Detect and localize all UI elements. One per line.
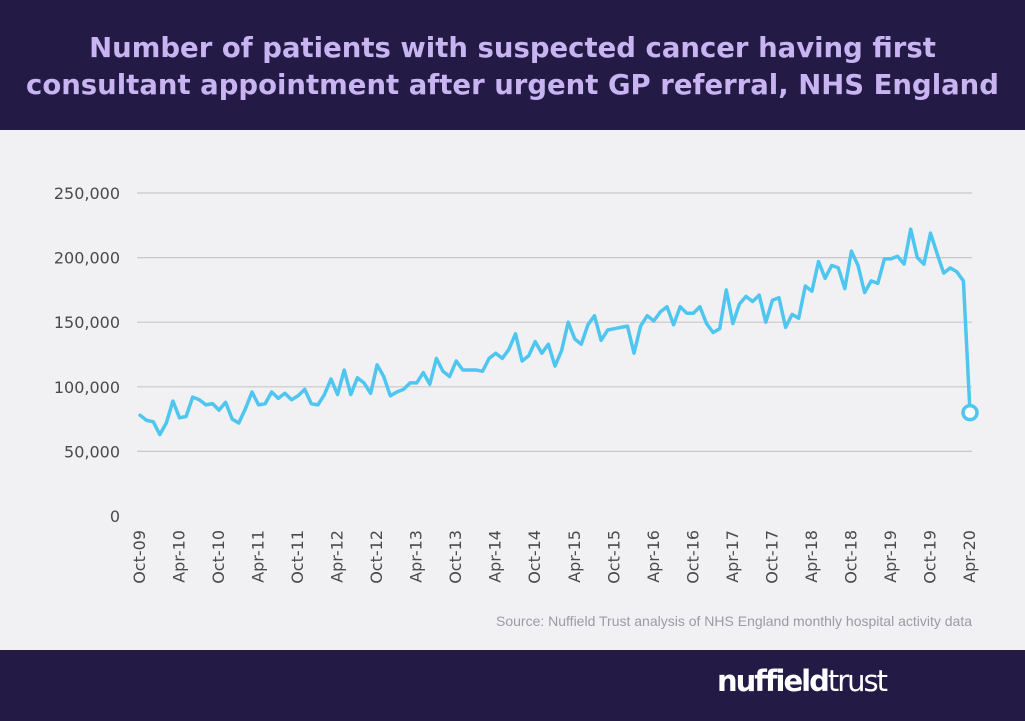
last-point-marker: [961, 403, 979, 422]
x-tick-label: Oct-16: [683, 530, 702, 584]
y-tick-label: 200,000: [54, 249, 120, 268]
y-tick-label: 250,000: [54, 184, 120, 203]
x-tick-label: Oct-11: [288, 530, 307, 584]
header-banner: Number of patients with suspected cancer…: [0, 0, 1025, 130]
x-tick-label: Apr-12: [328, 530, 347, 583]
x-tick-label: Oct-09: [130, 530, 149, 584]
x-tick-label: Oct-19: [920, 530, 939, 584]
nuffield-trust-logo: nuffieldtrust: [717, 664, 888, 698]
x-tick-label: Apr-15: [565, 530, 584, 583]
y-tick-label: 100,000: [54, 378, 120, 397]
y-tick-label: 50,000: [64, 442, 120, 461]
y-tick-label: 150,000: [54, 313, 120, 332]
footer-banner: nuffieldtrust: [0, 650, 1025, 721]
series-line: [138, 227, 972, 437]
line-chart: 0 50,000 100,000 150,000 200,000 250,000 Oct-…: [54, 184, 979, 629]
source-note: Source: Nuffield Trust analysis of NHS E…: [496, 613, 972, 629]
x-tick-label: Apr-16: [644, 530, 663, 583]
x-tick-label: Apr-20: [960, 530, 979, 583]
x-tick-label: Apr-19: [881, 530, 900, 583]
x-tick-label: Oct-13: [446, 530, 465, 584]
x-tick-label: Oct-10: [209, 530, 228, 584]
y-tick-label: 0: [110, 507, 120, 526]
x-tick-label: Apr-14: [486, 530, 505, 583]
x-tick-label: Oct-12: [367, 530, 386, 584]
logo-part-2: trust: [827, 664, 888, 698]
x-tick-label: Apr-11: [249, 530, 268, 583]
logo-part-1: nuffield: [717, 664, 830, 698]
x-tick-label: Apr-17: [723, 530, 742, 583]
series-layer: [138, 227, 979, 437]
x-tick-label: Apr-18: [802, 530, 821, 583]
x-tick-label: Apr-10: [170, 530, 189, 583]
x-tick-label: Apr-13: [407, 530, 426, 583]
chart-title: Number of patients with suspected cancer…: [26, 32, 999, 101]
y-axis-ticks: 0 50,000 100,000 150,000 200,000 250,000: [54, 184, 120, 526]
x-tick-label: Oct-14: [525, 530, 544, 584]
gridlines: [137, 192, 972, 452]
x-tick-label: Oct-18: [841, 530, 860, 584]
x-tick-label: Oct-17: [762, 530, 781, 584]
x-tick-label: Oct-15: [604, 530, 623, 584]
x-axis-ticks: Oct-09 Apr-10 Oct-10 Apr-11 Oct-11 Apr-12 Oct-…: [130, 530, 979, 584]
